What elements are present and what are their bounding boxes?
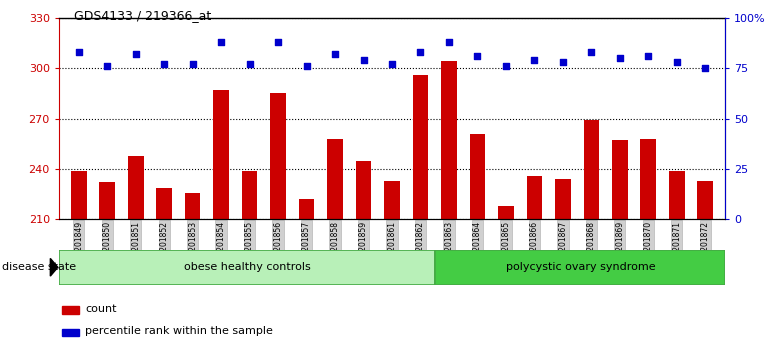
- Bar: [498, 206, 514, 219]
- Point: [642, 53, 655, 59]
- Bar: [641, 139, 656, 219]
- Point: [158, 61, 170, 67]
- Point: [670, 59, 683, 65]
- Point: [187, 61, 199, 67]
- Text: GDS4133 / 219366_at: GDS4133 / 219366_at: [74, 9, 212, 22]
- Point: [414, 49, 426, 55]
- Bar: [612, 141, 628, 219]
- Point: [243, 61, 256, 67]
- Bar: [698, 181, 713, 219]
- Point: [614, 55, 626, 61]
- Polygon shape: [50, 258, 58, 276]
- Point: [386, 61, 398, 67]
- Bar: [185, 193, 201, 219]
- Bar: [71, 171, 86, 219]
- Bar: [241, 171, 257, 219]
- FancyBboxPatch shape: [59, 250, 435, 285]
- Point: [101, 63, 114, 69]
- FancyBboxPatch shape: [435, 250, 725, 285]
- Text: disease state: disease state: [2, 262, 76, 272]
- Bar: [527, 176, 543, 219]
- Point: [471, 53, 484, 59]
- Point: [585, 49, 597, 55]
- Bar: [299, 199, 314, 219]
- Bar: [327, 139, 343, 219]
- Point: [129, 51, 142, 57]
- Bar: [412, 75, 428, 219]
- Text: obese healthy controls: obese healthy controls: [183, 262, 310, 272]
- Bar: [270, 93, 286, 219]
- Bar: [156, 188, 172, 219]
- Bar: [213, 90, 229, 219]
- Text: percentile rank within the sample: percentile rank within the sample: [85, 326, 274, 336]
- Point: [557, 59, 569, 65]
- Bar: [62, 329, 78, 336]
- Bar: [128, 156, 143, 219]
- Bar: [384, 181, 400, 219]
- Bar: [100, 183, 115, 219]
- Point: [328, 51, 341, 57]
- Point: [443, 39, 456, 45]
- Bar: [555, 179, 571, 219]
- Text: count: count: [85, 304, 117, 314]
- Point: [215, 39, 227, 45]
- Point: [499, 63, 512, 69]
- Text: polycystic ovary syndrome: polycystic ovary syndrome: [506, 262, 655, 272]
- Bar: [62, 306, 78, 314]
- Point: [272, 39, 285, 45]
- Bar: [583, 120, 599, 219]
- Point: [358, 57, 370, 63]
- Point: [528, 57, 541, 63]
- Bar: [669, 171, 684, 219]
- Point: [699, 65, 712, 71]
- Bar: [356, 161, 372, 219]
- Bar: [441, 62, 457, 219]
- Point: [300, 63, 313, 69]
- Point: [72, 49, 85, 55]
- Bar: [470, 134, 485, 219]
